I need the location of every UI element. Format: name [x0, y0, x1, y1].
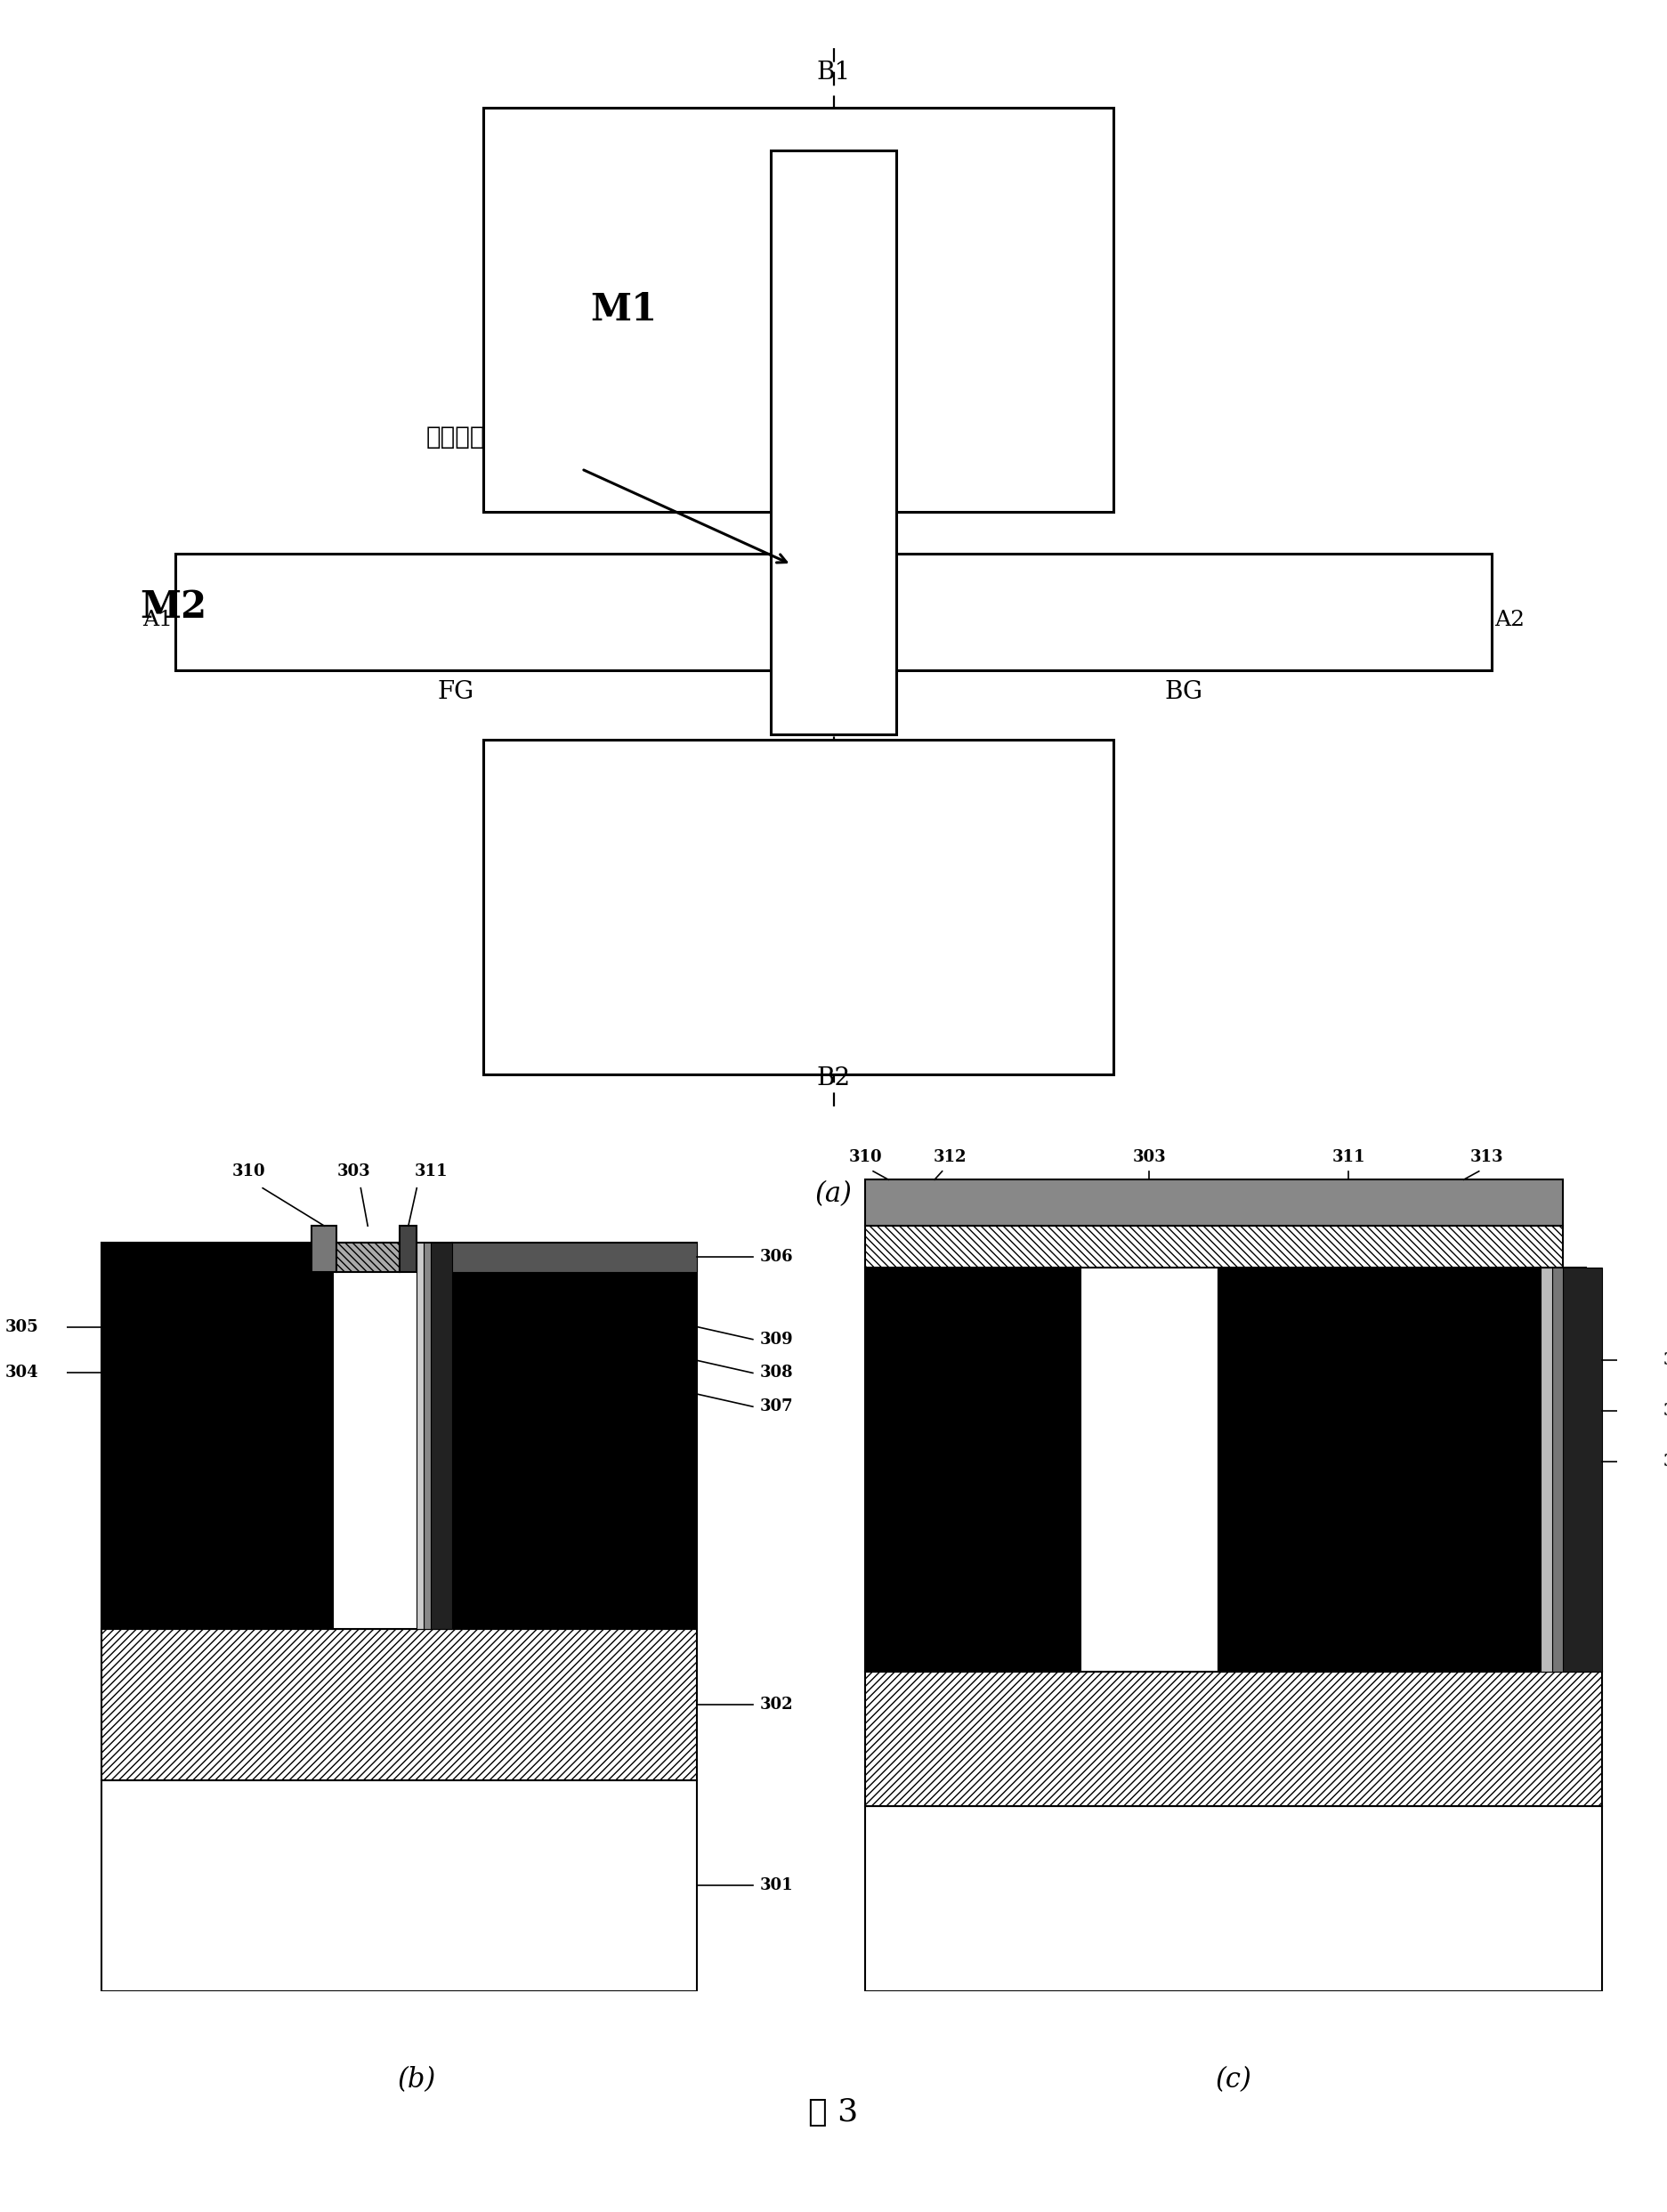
Text: 309: 309	[760, 1332, 793, 1347]
Bar	[1219, 1267, 1587, 1672]
Bar	[1552, 1267, 1564, 1672]
Bar	[337, 1243, 400, 1272]
Text: 303: 303	[337, 1164, 370, 1179]
Bar	[1540, 1267, 1552, 1672]
Bar	[417, 1243, 423, 1630]
Text: 图 3: 图 3	[808, 2097, 859, 2128]
Text: (b): (b)	[397, 2066, 437, 2095]
Text: 302: 302	[760, 1697, 793, 1712]
Bar	[770, 150, 897, 734]
Text: BG: BG	[1165, 679, 1202, 703]
Text: 309: 309	[1664, 1352, 1667, 1369]
Text: 313: 313	[1470, 1150, 1504, 1166]
Bar	[865, 1179, 1564, 1225]
Bar	[102, 1243, 333, 1630]
Text: 305: 305	[5, 1318, 38, 1334]
Bar	[102, 1781, 697, 1991]
Text: (a): (a)	[815, 1181, 852, 1208]
Bar	[312, 1225, 337, 1272]
Text: FG: FG	[437, 679, 473, 703]
Bar	[400, 1225, 417, 1272]
Text: 311: 311	[413, 1164, 447, 1179]
Text: 311: 311	[1332, 1150, 1365, 1166]
Bar	[1080, 1267, 1219, 1672]
Text: 312: 312	[934, 1150, 967, 1166]
Bar	[102, 1630, 697, 1781]
Bar	[865, 1672, 1602, 1805]
Text: B2: B2	[817, 1066, 850, 1091]
Text: 303: 303	[1132, 1150, 1165, 1166]
Text: M1: M1	[590, 292, 657, 327]
Bar	[423, 1243, 430, 1630]
Text: A2: A2	[1494, 611, 1525, 630]
Text: A1: A1	[142, 611, 173, 630]
Text: 307: 307	[760, 1398, 793, 1416]
Bar	[430, 1243, 452, 1630]
Text: 301: 301	[760, 1878, 793, 1893]
Text: 310: 310	[849, 1150, 882, 1166]
Bar	[865, 1267, 1080, 1672]
Text: 310: 310	[232, 1164, 265, 1179]
Text: 307: 307	[1664, 1453, 1667, 1469]
Text: B1: B1	[817, 60, 850, 84]
Bar	[865, 1805, 1602, 1991]
Text: 308: 308	[760, 1365, 793, 1380]
Bar	[483, 108, 1114, 511]
Text: 306: 306	[760, 1250, 793, 1265]
Bar	[333, 1243, 452, 1630]
Text: 304: 304	[5, 1365, 38, 1380]
Bar	[452, 1243, 697, 1272]
Bar	[483, 739, 1114, 1075]
Text: 308: 308	[1664, 1402, 1667, 1418]
Text: M2: M2	[140, 588, 207, 626]
Bar	[1564, 1267, 1602, 1672]
Text: (c): (c)	[1215, 2066, 1252, 2095]
Bar	[175, 553, 1492, 670]
Bar	[452, 1243, 697, 1630]
Bar	[865, 1225, 1564, 1267]
Text: 鳍型沟道: 鳍型沟道	[425, 425, 485, 449]
